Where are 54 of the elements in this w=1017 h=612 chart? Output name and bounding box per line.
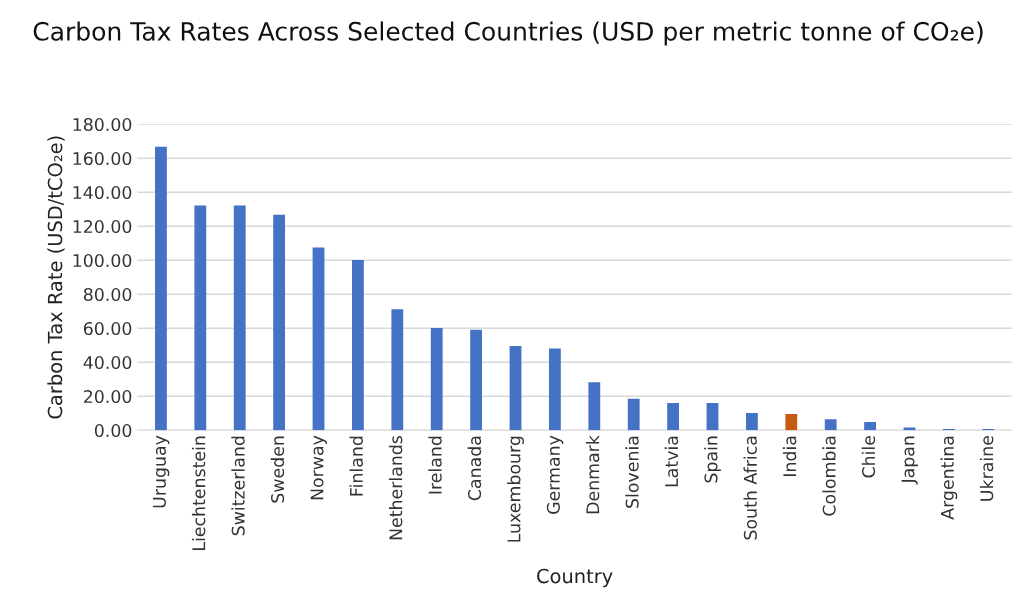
x-tick-label: Argentina bbox=[940, 436, 958, 520]
bar bbox=[745, 413, 758, 431]
x-tick-label: Finland bbox=[349, 436, 363, 496]
y-tick-label: 60.00 bbox=[83, 321, 132, 336]
x-tick-label: Ireland bbox=[428, 436, 442, 494]
x-tick-label: Luxembourg bbox=[507, 436, 524, 542]
bar bbox=[864, 421, 876, 431]
bar bbox=[588, 382, 601, 431]
x-tick-label: Germany bbox=[546, 435, 564, 514]
x-tick-label: Norway bbox=[310, 435, 327, 500]
bar bbox=[430, 327, 443, 431]
y-tick-label: 100.00 bbox=[73, 253, 132, 268]
bar bbox=[312, 247, 325, 431]
x-tick-label: Slovenia bbox=[625, 436, 639, 508]
bar bbox=[233, 205, 246, 431]
y-tick-label: 180.00 bbox=[73, 117, 132, 132]
bar bbox=[155, 146, 167, 431]
bar bbox=[706, 403, 719, 431]
bar bbox=[627, 398, 640, 431]
bar bbox=[667, 403, 680, 431]
y-tick-label: 40.00 bbox=[83, 355, 132, 370]
bar bbox=[824, 419, 837, 431]
y-tick-label: 120.00 bbox=[73, 219, 132, 234]
x-tick-label: Japan bbox=[901, 436, 918, 485]
y-tick-label: 160.00 bbox=[73, 151, 132, 166]
x-axis-title: Country bbox=[537, 568, 613, 588]
bar bbox=[194, 205, 207, 431]
x-tick-label: Spain bbox=[704, 436, 721, 483]
x-tick-label: Chile bbox=[861, 436, 876, 478]
bar bbox=[785, 413, 798, 431]
x-tick-label: Switzerland bbox=[231, 436, 245, 536]
bar bbox=[391, 309, 404, 431]
bar bbox=[273, 214, 286, 431]
x-tick-label: India bbox=[782, 436, 797, 476]
chart-title: Carbon Tax Rates Across Selected Countries (USD per metric tonne of CO₂e) bbox=[33, 21, 983, 46]
bar bbox=[352, 259, 364, 431]
y-tick-label: 0.00 bbox=[94, 423, 132, 438]
y-tick-label: 140.00 bbox=[73, 185, 132, 200]
bar bbox=[509, 345, 522, 431]
y-tick-label: 80.00 bbox=[83, 287, 132, 302]
y-tick-label: 20.00 bbox=[84, 389, 132, 404]
x-tick-label: Latvia bbox=[664, 436, 679, 487]
y-axis-title: Carbon Tax Rate (USD/tCO₂e) bbox=[47, 136, 65, 419]
x-tick-label: Canada bbox=[467, 436, 482, 501]
x-tick-label: Sweden bbox=[270, 436, 285, 503]
x-tick-label: Liechtenstein bbox=[191, 436, 206, 550]
x-tick-label: Denmark bbox=[585, 435, 600, 514]
bar bbox=[549, 348, 561, 431]
x-tick-label: Colombia bbox=[822, 436, 836, 516]
x-tick-label: Netherlands bbox=[388, 435, 403, 540]
x-tick-label: Ukraine bbox=[979, 436, 994, 501]
bar bbox=[470, 329, 483, 431]
x-tick-label: Uruguay bbox=[153, 435, 170, 508]
x-tick-label: South Africa bbox=[743, 436, 757, 540]
